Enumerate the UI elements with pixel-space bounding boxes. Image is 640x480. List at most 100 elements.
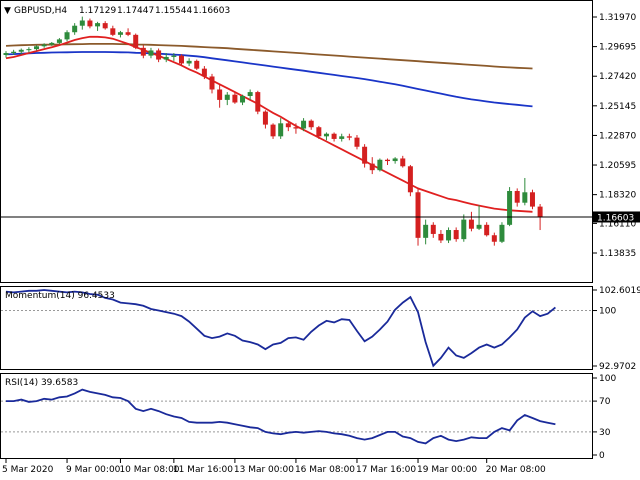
- candle: [171, 53, 177, 61]
- candle: [11, 49, 17, 55]
- candle: [491, 232, 497, 246]
- candle: [270, 123, 276, 139]
- momentum-axis-label: 102.6019: [599, 286, 640, 296]
- candle-body: [148, 50, 154, 56]
- ma-slow-line: [5, 43, 533, 70]
- momentum-title: Momentum(14) 96.4533: [5, 291, 115, 301]
- candle: [102, 21, 108, 30]
- candle-body: [255, 92, 261, 112]
- candle: [468, 211, 474, 232]
- candle-body: [49, 42, 55, 45]
- candle: [79, 16, 85, 30]
- candle: [49, 41, 55, 46]
- header-open: 1.17129: [79, 6, 116, 16]
- momentum-axis-label: 100: [599, 307, 616, 317]
- time-axis-label: 11 Mar 16:00: [173, 465, 233, 475]
- candle: [400, 155, 406, 168]
- candle: [56, 38, 62, 44]
- candle-body: [453, 230, 459, 240]
- candle: [125, 28, 131, 37]
- current-price-text: 1.16603: [597, 213, 634, 223]
- candle-body: [331, 133, 337, 139]
- candle-body: [178, 55, 184, 64]
- header-symbol: GBPUSD,H4: [14, 6, 67, 16]
- candle-body: [26, 49, 32, 51]
- candle-body: [461, 219, 467, 240]
- candle: [140, 45, 146, 59]
- candle: [117, 30, 123, 38]
- candle-body: [232, 94, 238, 103]
- candle: [224, 92, 230, 106]
- candle: [293, 123, 299, 134]
- candle: [369, 157, 375, 175]
- momentum-panel[interactable]: [0, 286, 593, 370]
- candle: [522, 177, 528, 206]
- candle: [499, 222, 505, 244]
- price-axis-label: 1.20595: [599, 161, 636, 171]
- price-axis-label: 1.29695: [599, 43, 636, 53]
- rsi-series: [6, 388, 556, 445]
- candle: [64, 30, 70, 42]
- candle: [354, 135, 360, 150]
- candle: [392, 157, 398, 164]
- candle-body: [41, 44, 47, 47]
- candle-body: [102, 23, 108, 29]
- time-axis-label: 19 Mar 00:00: [417, 465, 477, 475]
- candle-body: [11, 51, 17, 54]
- rsi-axis-label: 30: [599, 428, 611, 438]
- candle-body: [117, 32, 123, 35]
- candle: [339, 133, 345, 142]
- candle-body: [56, 39, 62, 43]
- candle-body: [95, 23, 101, 27]
- candle: [178, 54, 184, 67]
- candle: [209, 73, 215, 94]
- collapse-arrow-icon[interactable]: ▼: [4, 6, 11, 16]
- time-axis-label: 13 Mar 00:00: [234, 465, 294, 475]
- candle: [26, 47, 32, 53]
- candle: [194, 59, 200, 70]
- moving-averages: [5, 35, 533, 213]
- candle: [529, 189, 535, 210]
- price-axis-label: 1.13835: [599, 249, 636, 259]
- candle-body: [34, 46, 40, 50]
- candle: [217, 84, 223, 108]
- candle: [308, 119, 314, 130]
- rsi-panel[interactable]: [0, 373, 593, 459]
- candle: [18, 48, 24, 55]
- candle: [476, 205, 482, 231]
- candle-body: [293, 127, 299, 129]
- candle-body: [301, 120, 307, 129]
- candle-body: [224, 94, 230, 100]
- candle: [34, 45, 40, 51]
- candle-body: [522, 192, 528, 203]
- candle: [301, 118, 307, 132]
- candle: [133, 33, 139, 50]
- time-axis-label: 10 Mar 08:00: [119, 465, 179, 475]
- candle: [484, 222, 490, 237]
- candle-body: [438, 233, 444, 241]
- candle-body: [240, 95, 246, 103]
- candle: [201, 66, 207, 80]
- candle-body: [87, 20, 93, 27]
- rsi-axis-label: 100: [599, 374, 616, 384]
- candle-body: [270, 124, 276, 137]
- candle: [323, 132, 329, 141]
- price-axis-label: 1.25145: [599, 102, 636, 112]
- header-high: 1.17447: [117, 6, 154, 16]
- candle-body: [385, 159, 390, 162]
- current-price-tag: [593, 211, 640, 223]
- candle-body: [468, 219, 474, 229]
- candle-body: [476, 224, 482, 229]
- candle: [385, 158, 390, 165]
- candle-body: [262, 111, 268, 125]
- candle: [247, 89, 253, 100]
- candle-body: [339, 136, 345, 139]
- candle-body: [316, 127, 322, 137]
- candle: [262, 110, 268, 129]
- candle: [316, 125, 322, 139]
- candle: [377, 158, 383, 172]
- candle-body: [323, 133, 329, 137]
- momentum-axis: 102.6019 100 92.9702: [1, 286, 640, 372]
